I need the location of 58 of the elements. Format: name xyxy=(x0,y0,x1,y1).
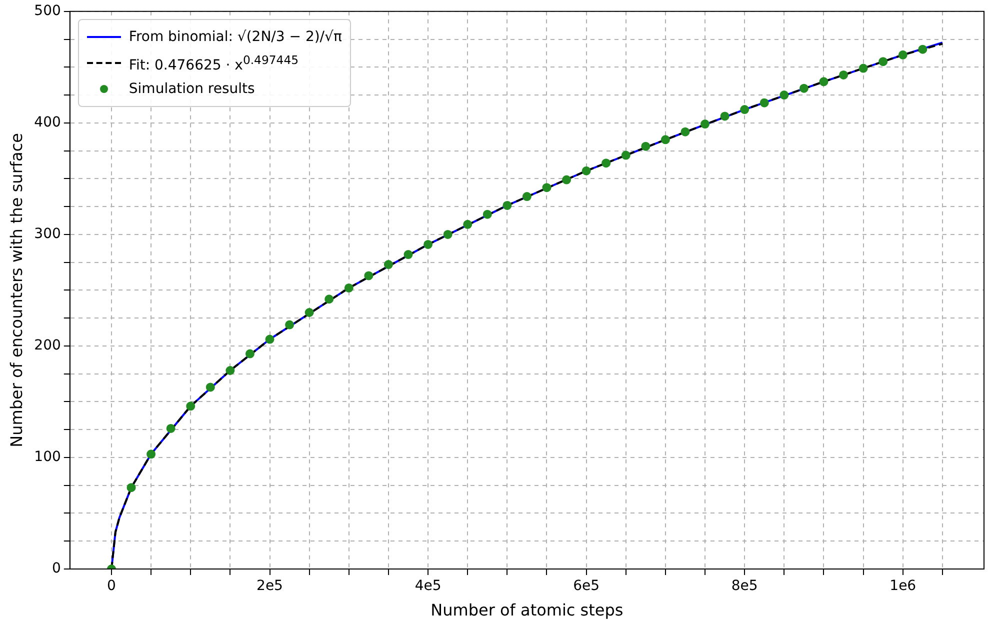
point xyxy=(324,294,334,304)
point xyxy=(602,158,611,168)
point xyxy=(206,382,215,392)
y-tick-label: 500 xyxy=(34,3,61,20)
point xyxy=(720,112,730,121)
point xyxy=(878,57,888,66)
x-tick-label: 6e5 xyxy=(573,578,600,594)
point xyxy=(760,98,769,108)
y-tick-label: 200 xyxy=(34,338,61,354)
point xyxy=(344,283,354,292)
point xyxy=(304,308,314,318)
point xyxy=(404,250,413,260)
point xyxy=(443,230,452,239)
point xyxy=(582,166,591,176)
point xyxy=(463,220,472,229)
point xyxy=(641,142,650,151)
x-tick-label: 1e6 xyxy=(890,578,916,594)
x-tick-label: 8e5 xyxy=(731,578,758,594)
point xyxy=(799,84,808,93)
y-tick-label: 400 xyxy=(34,114,61,131)
y-tick-label: 300 xyxy=(34,226,61,242)
point xyxy=(384,260,393,270)
x-tick-label: 0 xyxy=(107,578,116,594)
point xyxy=(918,44,928,54)
point xyxy=(562,175,572,184)
x-tick-label: 2e5 xyxy=(256,578,283,594)
point xyxy=(819,77,828,86)
x-axis-title: Number of atomic steps xyxy=(430,600,624,620)
point xyxy=(542,183,552,192)
point xyxy=(700,120,710,129)
point xyxy=(680,127,690,136)
point xyxy=(245,349,254,358)
point xyxy=(858,64,868,73)
point xyxy=(146,450,156,459)
point xyxy=(482,210,492,219)
point xyxy=(126,483,136,492)
point xyxy=(166,424,176,433)
point xyxy=(660,135,670,144)
y-axis-title: Number of encounters with the surface xyxy=(6,133,26,448)
y-tick-label: 0 xyxy=(52,560,61,577)
point xyxy=(522,192,532,202)
point xyxy=(898,50,908,60)
point xyxy=(839,70,848,80)
point xyxy=(780,90,789,100)
point xyxy=(226,366,235,375)
legend-label: Simulation results xyxy=(128,81,255,98)
y-tick-label: 100 xyxy=(34,449,61,466)
point xyxy=(265,334,274,344)
legend-label: Fit: 0.476625 · x$^{0.497445}$ xyxy=(128,53,299,74)
point xyxy=(740,105,750,114)
point xyxy=(364,271,374,280)
point xyxy=(424,240,433,249)
legend-label: From binomial: √(2N/3 − 2)/√π xyxy=(128,29,342,46)
point xyxy=(186,402,196,411)
point xyxy=(285,320,294,330)
x-tick-label: 4e5 xyxy=(414,578,442,594)
point xyxy=(502,200,512,210)
point xyxy=(621,150,630,160)
